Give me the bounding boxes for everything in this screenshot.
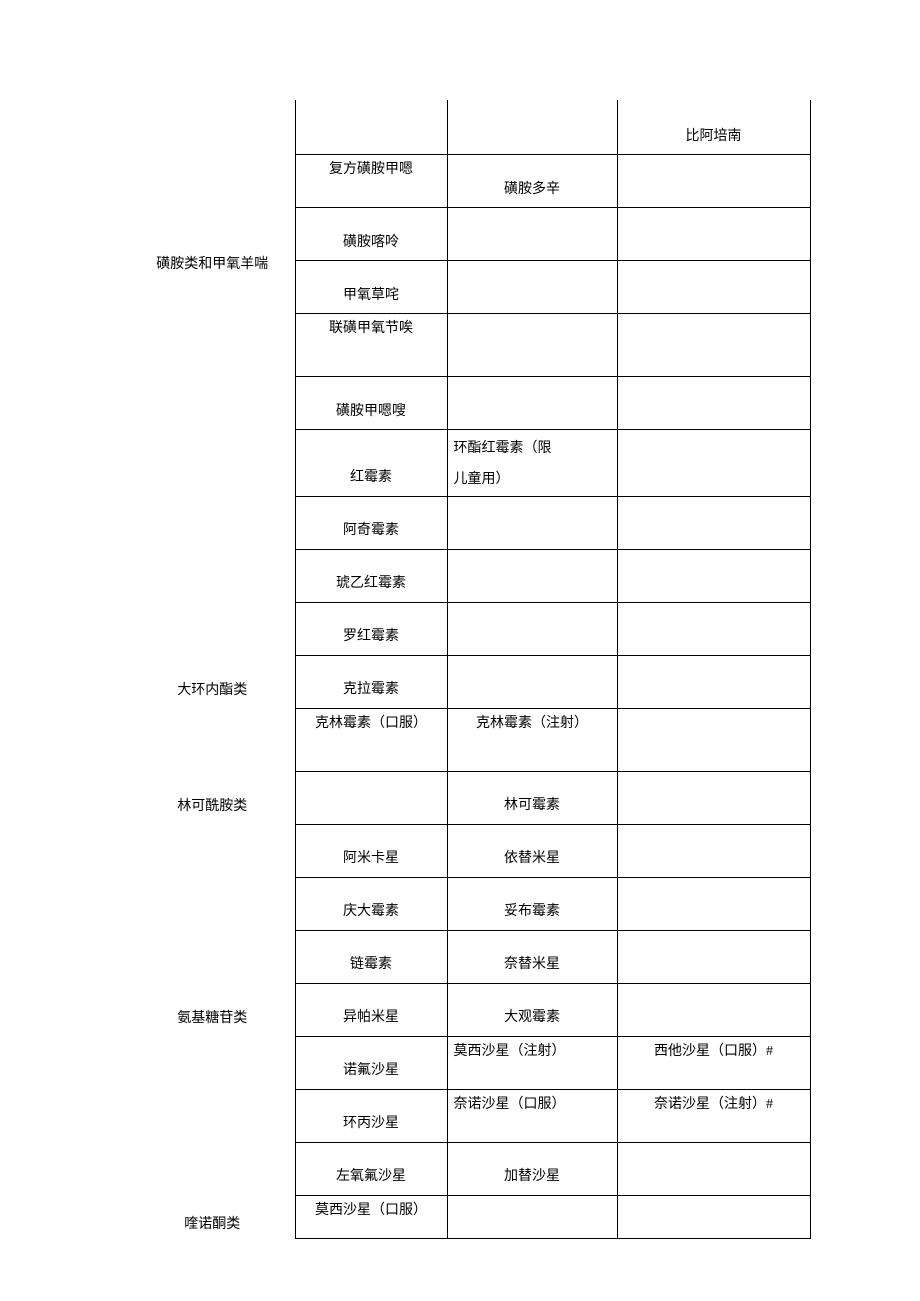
cell xyxy=(617,314,810,377)
cell: 妥布霉素 xyxy=(447,877,617,930)
cell xyxy=(617,655,810,708)
cell xyxy=(295,100,447,155)
cell: 克拉霉素 xyxy=(295,655,447,708)
cell: 大观霉素 xyxy=(447,983,617,1036)
category-label: 喹诺酮类 xyxy=(184,1217,240,1232)
cell: 莫西沙星（注射） xyxy=(447,1036,617,1089)
cell: 环酯红霉素（限 儿童用） xyxy=(447,430,617,497)
cell: 环丙沙星 xyxy=(295,1089,447,1142)
cell xyxy=(617,877,810,930)
cell: 联磺甲氧节唉 xyxy=(295,314,447,377)
cell xyxy=(617,549,810,602)
drug-classification-table: 磺胺类和甲氧羊喘 比阿培南 复方磺胺甲嗯 磺胺多辛 磺胺喀呤 甲氧草咤 联磺甲氧… xyxy=(130,100,811,1239)
category-label: 磺胺类和甲氧羊喘 xyxy=(156,257,268,272)
cell xyxy=(617,983,810,1036)
cell: 链霉素 xyxy=(295,930,447,983)
cell xyxy=(617,496,810,549)
cell: 克林霉素（注射） xyxy=(447,708,617,771)
cell xyxy=(617,377,810,430)
cell: 比阿培南 xyxy=(617,100,810,155)
cell: 莫西沙星（口服） xyxy=(295,1195,447,1238)
cell xyxy=(617,930,810,983)
cell: 依替米星 xyxy=(447,824,617,877)
category-label: 林可酰胺类 xyxy=(177,799,247,814)
page-content: 磺胺类和甲氧羊喘 比阿培南 复方磺胺甲嗯 磺胺多辛 磺胺喀呤 甲氧草咤 联磺甲氧… xyxy=(130,100,810,1239)
cell xyxy=(447,100,617,155)
category-quinolones: 喹诺酮类 xyxy=(130,1036,295,1238)
cell xyxy=(617,602,810,655)
cell: 克林霉素（口服） xyxy=(295,708,447,771)
category-lincosamides: 林可酰胺类 xyxy=(130,708,295,824)
cell: 左氧氟沙星 xyxy=(295,1142,447,1195)
category-sulfonamides: 磺胺类和甲氧羊喘 xyxy=(130,100,295,430)
cell xyxy=(447,655,617,708)
cell: 罗红霉素 xyxy=(295,602,447,655)
cell xyxy=(617,261,810,314)
cell xyxy=(447,314,617,377)
cell xyxy=(447,602,617,655)
cell: 林可霉素 xyxy=(447,771,617,824)
category-aminoglycosides: 氨基糖苷类 xyxy=(130,824,295,1036)
cell xyxy=(617,430,810,497)
cell: 复方磺胺甲嗯 xyxy=(295,155,447,208)
cell: 异帕米星 xyxy=(295,983,447,1036)
cell: 奈诺沙星（注射）# xyxy=(617,1089,810,1142)
cell xyxy=(447,496,617,549)
cell xyxy=(617,1195,810,1238)
cell: 阿奇霉素 xyxy=(295,496,447,549)
cell xyxy=(617,708,810,771)
cell xyxy=(447,208,617,261)
cell xyxy=(617,1142,810,1195)
cell xyxy=(447,377,617,430)
cell: 奈诺沙星（口服） xyxy=(447,1089,617,1142)
text-line: 环酯红霉素（限 xyxy=(454,441,552,456)
cell: 阿米卡星 xyxy=(295,824,447,877)
cell: 诺氟沙星 xyxy=(295,1036,447,1089)
cell xyxy=(617,208,810,261)
text-line: 儿童用） xyxy=(454,472,510,487)
cell xyxy=(295,771,447,824)
cell: 庆大霉素 xyxy=(295,877,447,930)
cell: 加替沙星 xyxy=(447,1142,617,1195)
cell: 红霉素 xyxy=(295,430,447,497)
category-label: 大环内酯类 xyxy=(177,683,247,698)
cell xyxy=(617,771,810,824)
category-macrolides: 大环内酯类 xyxy=(130,430,295,709)
cell xyxy=(447,1195,617,1238)
cell: 磺胺喀呤 xyxy=(295,208,447,261)
cell xyxy=(617,155,810,208)
cell xyxy=(617,824,810,877)
cell: 磺胺多辛 xyxy=(447,155,617,208)
cell xyxy=(447,261,617,314)
cell: 琥乙红霉素 xyxy=(295,549,447,602)
category-label: 氨基糖苷类 xyxy=(177,1011,247,1026)
cell xyxy=(447,549,617,602)
cell: 磺胺甲嗯嗖 xyxy=(295,377,447,430)
cell: 甲氧草咤 xyxy=(295,261,447,314)
cell: 奈替米星 xyxy=(447,930,617,983)
cell: 西他沙星（口服）# xyxy=(617,1036,810,1089)
